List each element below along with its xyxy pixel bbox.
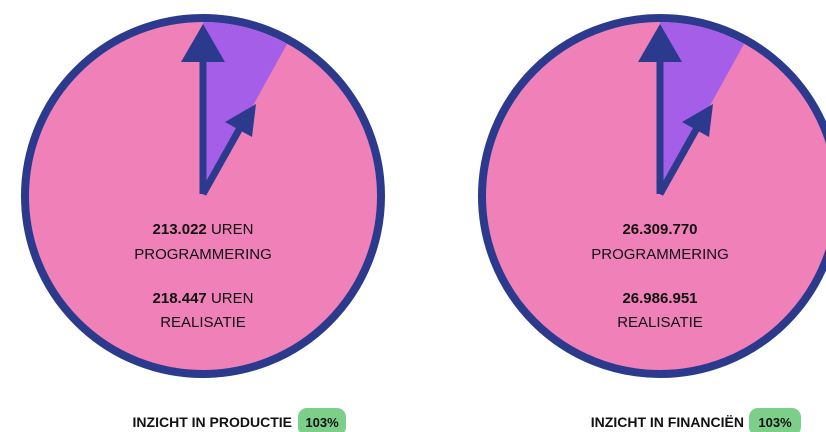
arrowhead: [181, 24, 225, 62]
percentage-badge: [749, 408, 801, 432]
programmering-value: 26.309.770: [622, 221, 697, 238]
arrowhead: [682, 104, 713, 137]
programmering-label: PROGRAMMERING: [134, 246, 272, 263]
arrowhead: [638, 24, 682, 62]
panel-title: INZICHT IN FINANCIËN: [591, 414, 744, 430]
realisatie-label: REALISATIE: [160, 314, 246, 331]
hand-short: [656, 126, 701, 196]
realisatie-label: REALISATIE: [617, 314, 703, 331]
hand-short: [199, 126, 244, 196]
gauge-circle: [478, 14, 826, 378]
programmering-label: PROGRAMMERING: [591, 246, 729, 263]
percentage: 103%: [758, 415, 792, 430]
programmering-value: 213.022 UREN: [153, 221, 254, 238]
realisatie-value: 26.986.951: [622, 290, 697, 307]
gauge-panel: 26.309.770 PROGRAMMERING 26.986.951 REAL…: [478, 14, 826, 432]
percentage-badge: [298, 408, 346, 432]
realisatie-value: 218.447 UREN: [153, 290, 254, 307]
arrowhead: [225, 104, 256, 137]
percentage: 103%: [305, 415, 339, 430]
gauge-panel: 213.022 UREN PROGRAMMERING 218.447 UREN …: [21, 14, 385, 432]
panel-title: INZICHT IN PRODUCTIE: [133, 414, 292, 430]
